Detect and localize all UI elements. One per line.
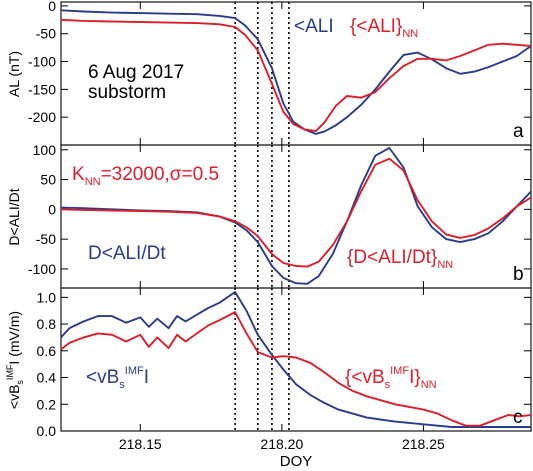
x-axis-label: DOY xyxy=(280,453,313,470)
panel-a: -200 -150 -100 -50 0 AL (nT) 6 Aug 2017 subs… xyxy=(6,0,532,146)
panel-c-legend-observed-sub: s xyxy=(119,379,125,391)
panel-c-legend-observed: <vBsIMFI xyxy=(86,365,149,391)
y-tick-label: 0.8 xyxy=(37,316,57,332)
panel-b-label: b xyxy=(513,264,524,285)
panel-b-model-params-k: K xyxy=(72,164,85,185)
y-tick-label: -50 xyxy=(36,231,56,247)
y-tick-label: 1.0 xyxy=(37,289,57,305)
panel-c-vertical-markers xyxy=(234,288,290,431)
series-line-observed xyxy=(60,9,532,135)
series-line-predicted xyxy=(60,18,532,133)
series-line-predicted xyxy=(60,311,532,427)
panel-c-label: c xyxy=(513,407,523,428)
panel-b-y-axis-label: D<ALI/Dt xyxy=(6,188,22,245)
x-tick-label: 218.25 xyxy=(402,436,445,452)
panel-b-y-ticks: -100 -50 0 50 100 xyxy=(28,142,531,277)
y-tick-label: 0 xyxy=(48,0,56,14)
panel-c-legend-predicted-tail: I} xyxy=(409,367,421,388)
panel-c-legend-observed-sup: IMF xyxy=(125,365,144,377)
x-tick-label: 218.15 xyxy=(119,436,162,452)
panel-a-label: a xyxy=(513,121,524,142)
panel-c-y-axis-label-sup: IMF xyxy=(5,364,15,380)
y-tick-label: 100 xyxy=(33,142,57,158)
panel-c-x-ticks: 218.15 218.20 218.25 xyxy=(119,288,445,452)
panel-a-y-ticks: -200 -150 -100 -50 0 xyxy=(28,0,531,125)
panel-b-legend-observed: D<ALI/Dt xyxy=(88,243,166,264)
panel-a-x-ticks xyxy=(139,2,424,145)
panel-b-legend-predicted-main: {D<ALI/Dt} xyxy=(347,247,437,268)
panel-c-y-ticks: 0.0 0.2 0.4 0.6 0.8 1.0 xyxy=(37,289,531,439)
panel-c-legend-predicted-tail-sub: NN xyxy=(421,379,437,391)
panel-c-legend-observed-main: <vB xyxy=(86,367,119,388)
y-tick-label: -150 xyxy=(28,81,56,97)
panel-b-model-params-sub: NN xyxy=(85,176,101,188)
panel-c-y-axis-label: <vBsIMFI (mV/m) xyxy=(5,311,25,409)
y-tick-label: 0.0 xyxy=(37,423,57,439)
y-tick-label: -100 xyxy=(28,54,56,70)
panel-a-legend-observed: <ALI xyxy=(294,16,334,37)
panel-b-legend-predicted-sub: NN xyxy=(437,259,453,271)
x-tick-label: 218.20 xyxy=(260,436,303,452)
y-tick-label: 0.6 xyxy=(37,343,57,359)
panel-b-model-params-tail: =32000,σ=0.5 xyxy=(101,164,219,185)
panel-a-event-annotation: substorm xyxy=(88,82,166,103)
panel-c-y-axis-label-sub: s xyxy=(15,380,25,385)
y-tick-label: 0.2 xyxy=(37,396,57,412)
panel-c-y-axis-label-tail: I (mV/m) xyxy=(6,311,22,365)
panel-b-x-ticks xyxy=(139,145,424,288)
y-tick-label: -200 xyxy=(28,109,56,125)
panel-a-date-annotation: 6 Aug 2017 xyxy=(88,62,184,83)
panel-c-series xyxy=(60,291,532,428)
y-tick-label: 0.4 xyxy=(37,370,57,386)
panel-c: 0.0 0.2 0.4 0.6 0.8 1.0 218.15 218.20 218.25 <v… xyxy=(5,287,532,452)
panel-c-legend-predicted-main: {<vB xyxy=(345,367,385,388)
y-tick-label: 50 xyxy=(40,172,56,188)
panel-a-legend-predicted: {<ALI}NN xyxy=(350,16,418,40)
panel-b-vertical-markers xyxy=(234,145,290,288)
panel-c-frame xyxy=(60,287,532,432)
panel-b-legend-predicted: {D<ALI/Dt}NN xyxy=(347,247,453,271)
panel-a-y-axis-label: AL (nT) xyxy=(6,51,22,97)
panel-c-legend-observed-tail: I xyxy=(144,367,149,388)
panel-b-series xyxy=(60,147,532,285)
panel-a-series xyxy=(60,9,532,135)
y-tick-label: 0 xyxy=(48,201,56,217)
panel-c-legend-predicted-sub: s xyxy=(385,379,391,391)
panel-b-model-params: KNN=32000,σ=0.5 xyxy=(72,164,219,188)
panel-a-legend-predicted-main: {<ALI} xyxy=(350,16,402,37)
panel-a-vertical-markers xyxy=(234,2,290,145)
y-tick-label: -100 xyxy=(28,261,56,277)
panel-c-legend-predicted: {<vBs IMFI}NN xyxy=(345,365,437,391)
series-line-observed xyxy=(60,291,531,428)
series-line-predicted xyxy=(60,157,532,268)
panel-c-legend-predicted-sup: IMF xyxy=(390,365,409,377)
y-tick-label: -50 xyxy=(36,26,56,42)
panel-a-legend-predicted-sub: NN xyxy=(402,28,418,40)
panel-c-y-axis-label-main: <vB xyxy=(6,385,22,410)
